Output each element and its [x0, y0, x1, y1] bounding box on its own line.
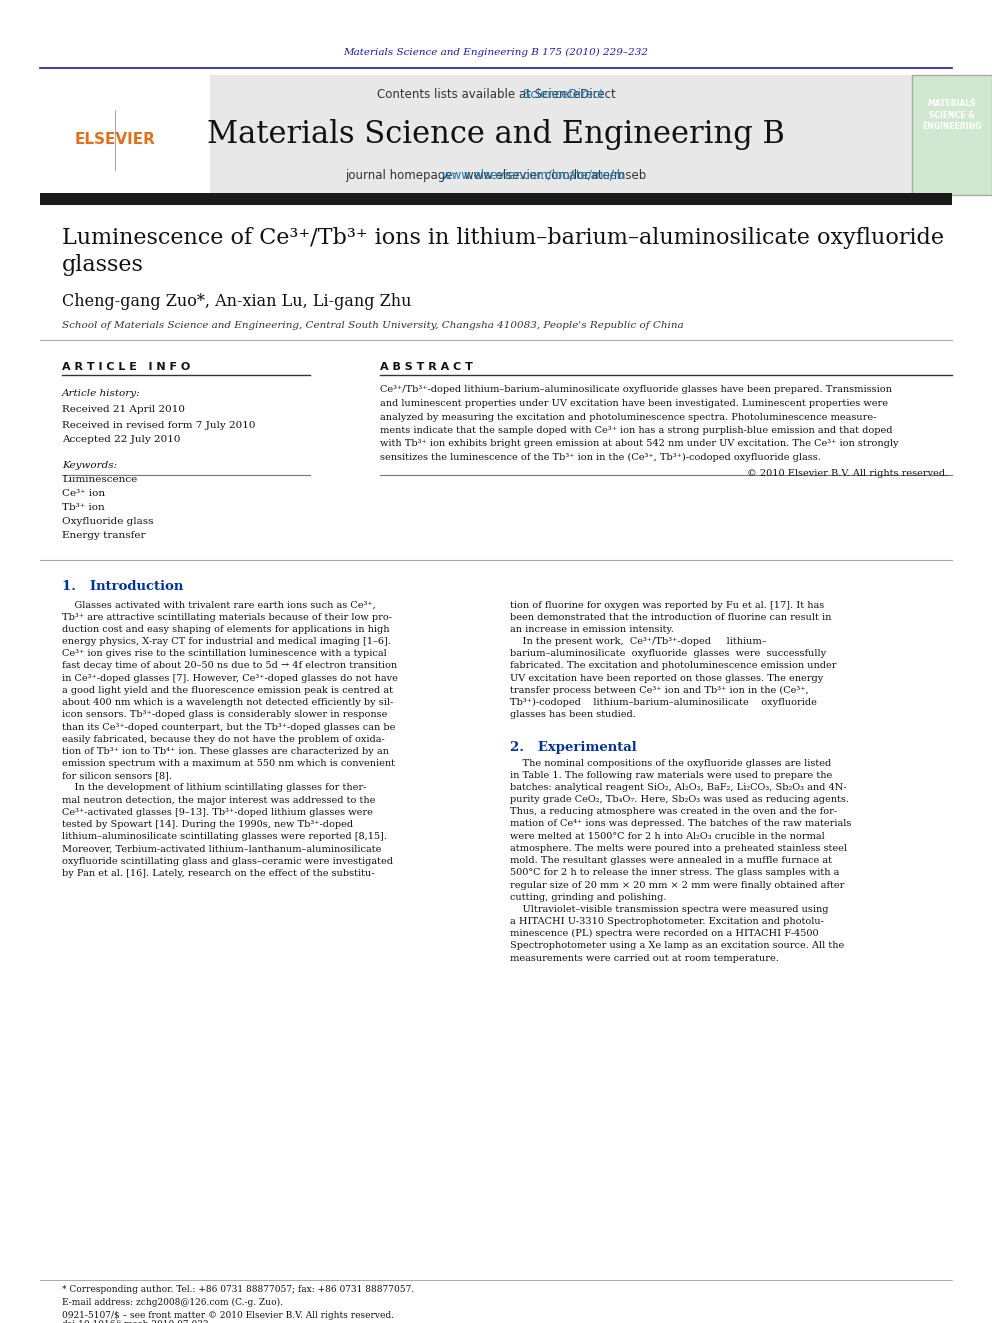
Text: ScienceDirect: ScienceDirect	[388, 89, 604, 102]
Text: measurements were carried out at room temperature.: measurements were carried out at room te…	[510, 954, 779, 963]
Text: Tb³⁺)-codoped    lithium–barium–aluminosilicate    oxyfluoride: Tb³⁺)-codoped lithium–barium–aluminosili…	[510, 699, 816, 708]
Text: Materials Science and Engineering B: Materials Science and Engineering B	[207, 119, 785, 151]
Text: 1.   Introduction: 1. Introduction	[62, 579, 184, 593]
Text: by Pan et al. [16]. Lately, research on the effect of the substitu-: by Pan et al. [16]. Lately, research on …	[62, 869, 375, 878]
Text: In the development of lithium scintillating glasses for ther-: In the development of lithium scintillat…	[62, 783, 366, 792]
Text: for silicon sensors [8].: for silicon sensors [8].	[62, 771, 172, 781]
Text: mation of Ce⁴⁺ ions was depressed. The batches of the raw materials: mation of Ce⁴⁺ ions was depressed. The b…	[510, 819, 851, 828]
Text: tested by Spowart [14]. During the 1990s, new Tb³⁺-doped: tested by Spowart [14]. During the 1990s…	[62, 820, 353, 830]
Text: and luminescent properties under UV excitation have been investigated. Luminesce: and luminescent properties under UV exci…	[380, 400, 888, 407]
Text: Ce³⁺-activated glasses [9–13]. Tb³⁺-doped lithium glasses were: Ce³⁺-activated glasses [9–13]. Tb³⁺-dope…	[62, 808, 373, 816]
Text: Received 21 April 2010: Received 21 April 2010	[62, 406, 185, 414]
Text: Accepted 22 July 2010: Accepted 22 July 2010	[62, 435, 181, 445]
Text: journal homepage:  www.elsevier.com/locate/mseb: journal homepage: www.elsevier.com/locat…	[345, 168, 647, 181]
Text: fast decay time of about 20–50 ns due to 5d → 4f electron transition: fast decay time of about 20–50 ns due to…	[62, 662, 397, 671]
FancyBboxPatch shape	[912, 75, 992, 194]
Text: UV excitation have been reported on those glasses. The energy: UV excitation have been reported on thos…	[510, 673, 823, 683]
Text: School of Materials Science and Engineering, Central South University, Changsha : School of Materials Science and Engineer…	[62, 320, 683, 329]
Text: purity grade CeO₂, Tb₄O₇. Here, Sb₂O₃ was used as reducing agents.: purity grade CeO₂, Tb₄O₇. Here, Sb₂O₃ wa…	[510, 795, 849, 804]
Text: Contents lists available at ScienceDirect: Contents lists available at ScienceDirec…	[377, 89, 615, 102]
Text: in Table 1. The following raw materials were used to prepare the: in Table 1. The following raw materials …	[510, 771, 832, 779]
Text: fabricated. The excitation and photoluminescence emission under: fabricated. The excitation and photolumi…	[510, 662, 836, 671]
Text: in Ce³⁺-doped glasses [7]. However, Ce³⁺-doped glasses do not have: in Ce³⁺-doped glasses [7]. However, Ce³⁺…	[62, 673, 398, 683]
FancyBboxPatch shape	[40, 75, 952, 194]
Text: duction cost and easy shaping of elements for applications in high: duction cost and easy shaping of element…	[62, 624, 390, 634]
Text: * Corresponding author. Tel.: +86 0731 88877057; fax: +86 0731 88877057.: * Corresponding author. Tel.: +86 0731 8…	[62, 1286, 415, 1294]
Text: Materials Science and Engineering B 175 (2010) 229–232: Materials Science and Engineering B 175 …	[343, 48, 649, 57]
Text: Luminescence of Ce³⁺/Tb³⁺ ions in lithium–barium–aluminosilicate oxyfluoride: Luminescence of Ce³⁺/Tb³⁺ ions in lithiu…	[62, 228, 944, 249]
Text: 500°C for 2 h to release the inner stress. The glass samples with a: 500°C for 2 h to release the inner stres…	[510, 868, 839, 877]
Text: In the present work,  Ce³⁺/Tb³⁺-doped     lithium–: In the present work, Ce³⁺/Tb³⁺-doped lit…	[510, 638, 767, 646]
Text: regular size of 20 mm × 20 mm × 2 mm were finally obtained after: regular size of 20 mm × 20 mm × 2 mm wer…	[510, 881, 844, 889]
Text: analyzed by measuring the excitation and photoluminescence spectra. Photolumines: analyzed by measuring the excitation and…	[380, 413, 876, 422]
Text: Keywords:: Keywords:	[62, 460, 117, 470]
Text: barium–aluminosilicate  oxyfluoride  glasses  were  successfully: barium–aluminosilicate oxyfluoride glass…	[510, 650, 826, 659]
Text: 0921-5107/$ – see front matter © 2010 Elsevier B.V. All rights reserved.: 0921-5107/$ – see front matter © 2010 El…	[62, 1311, 394, 1319]
Text: A B S T R A C T: A B S T R A C T	[380, 363, 473, 372]
Text: were melted at 1500°C for 2 h into Al₂O₃ crucible in the normal: were melted at 1500°C for 2 h into Al₂O₃…	[510, 832, 824, 840]
Text: cutting, grinding and polishing.: cutting, grinding and polishing.	[510, 893, 667, 902]
Text: Article history:: Article history:	[62, 389, 141, 397]
Text: Ce³⁺ ion gives rise to the scintillation luminescence with a typical: Ce³⁺ ion gives rise to the scintillation…	[62, 650, 387, 659]
Text: about 400 nm which is a wavelength not detected efficiently by sil-: about 400 nm which is a wavelength not d…	[62, 699, 393, 706]
FancyBboxPatch shape	[40, 75, 210, 194]
FancyBboxPatch shape	[40, 193, 952, 205]
Text: Tb³⁺ are attractive scintillating materials because of their low pro-: Tb³⁺ are attractive scintillating materi…	[62, 613, 392, 622]
Text: Moreover, Terbium-activated lithium–lanthanum–aluminosilicate: Moreover, Terbium-activated lithium–lant…	[62, 844, 381, 853]
Text: glasses has been studied.: glasses has been studied.	[510, 710, 636, 720]
Text: Oxyfluoride glass: Oxyfluoride glass	[62, 517, 154, 527]
Text: been demonstrated that the introduction of fluorine can result in: been demonstrated that the introduction …	[510, 613, 831, 622]
Text: © 2010 Elsevier B.V. All rights reserved.: © 2010 Elsevier B.V. All rights reserved…	[747, 468, 948, 478]
Text: a good light yield and the fluorescence emission peak is centred at: a good light yield and the fluorescence …	[62, 685, 393, 695]
Text: an increase in emission intensity.: an increase in emission intensity.	[510, 624, 674, 634]
Text: sensitizes the luminescence of the Tb³⁺ ion in the (Ce³⁺, Tb³⁺)-codoped oxyfluor: sensitizes the luminescence of the Tb³⁺ …	[380, 452, 820, 462]
Text: Ce³⁺ ion: Ce³⁺ ion	[62, 490, 105, 499]
Text: Tb³⁺ ion: Tb³⁺ ion	[62, 504, 105, 512]
Text: www.elsevier.com/locate/mseb: www.elsevier.com/locate/mseb	[367, 168, 625, 181]
Text: Cheng-gang Zuo*, An-xian Lu, Li-gang Zhu: Cheng-gang Zuo*, An-xian Lu, Li-gang Zhu	[62, 294, 412, 311]
Text: mal neutron detection, the major interest was addressed to the: mal neutron detection, the major interes…	[62, 795, 375, 804]
Text: The nominal compositions of the oxyfluoride glasses are listed: The nominal compositions of the oxyfluor…	[510, 758, 831, 767]
Text: easily fabricated, because they do not have the problem of oxida-: easily fabricated, because they do not h…	[62, 734, 385, 744]
Text: ELSEVIER: ELSEVIER	[74, 132, 156, 147]
Text: Thus, a reducing atmosphere was created in the oven and the for-: Thus, a reducing atmosphere was created …	[510, 807, 837, 816]
Text: Ce³⁺/Tb³⁺-doped lithium–barium–aluminosilicate oxyfluoride glasses have been pre: Ce³⁺/Tb³⁺-doped lithium–barium–aluminosi…	[380, 385, 892, 394]
Text: ments indicate that the sample doped with Ce³⁺ ion has a strong purplish-blue em: ments indicate that the sample doped wit…	[380, 426, 893, 435]
Text: batches: analytical reagent SiO₂, Al₂O₃, BaF₂, Li₂CO₃, Sb₂O₃ and 4N-: batches: analytical reagent SiO₂, Al₂O₃,…	[510, 783, 846, 792]
Text: tion of fluorine for oxygen was reported by Fu et al. [17]. It has: tion of fluorine for oxygen was reported…	[510, 601, 824, 610]
Text: Luminescence: Luminescence	[62, 475, 137, 484]
Text: Ultraviolet–visible transmission spectra were measured using: Ultraviolet–visible transmission spectra…	[510, 905, 828, 914]
Text: emission spectrum with a maximum at 550 nm which is convenient: emission spectrum with a maximum at 550 …	[62, 759, 395, 769]
Text: 2.   Experimental: 2. Experimental	[510, 741, 637, 754]
Text: a HITACHI U-3310 Spectrophotometer. Excitation and photolu-: a HITACHI U-3310 Spectrophotometer. Exci…	[510, 917, 824, 926]
Text: Spectrophotometer using a Xe lamp as an excitation source. All the: Spectrophotometer using a Xe lamp as an …	[510, 942, 844, 950]
Text: tion of Tb³⁺ ion to Tb⁴⁺ ion. These glasses are characterized by an: tion of Tb³⁺ ion to Tb⁴⁺ ion. These glas…	[62, 747, 389, 755]
Text: Glasses activated with trivalent rare earth ions such as Ce³⁺,: Glasses activated with trivalent rare ea…	[62, 601, 376, 610]
Text: atmosphere. The melts were poured into a preheated stainless steel: atmosphere. The melts were poured into a…	[510, 844, 847, 853]
Text: minescence (PL) spectra were recorded on a HITACHI F-4500: minescence (PL) spectra were recorded on…	[510, 929, 818, 938]
Text: doi:10.1016/j.mseb.2010.07.033: doi:10.1016/j.mseb.2010.07.033	[62, 1320, 209, 1323]
Text: icon sensors. Tb³⁺-doped glass is considerably slower in response: icon sensors. Tb³⁺-doped glass is consid…	[62, 710, 387, 720]
Text: MATERIALS
SCIENCE &
ENGINEERING: MATERIALS SCIENCE & ENGINEERING	[923, 99, 982, 131]
Text: Energy transfer: Energy transfer	[62, 532, 146, 541]
Text: mold. The resultant glasses were annealed in a muffle furnace at: mold. The resultant glasses were anneale…	[510, 856, 832, 865]
Text: Received in revised form 7 July 2010: Received in revised form 7 July 2010	[62, 421, 256, 430]
Text: transfer process between Ce³⁺ ion and Tb³⁺ ion in the (Ce³⁺,: transfer process between Ce³⁺ ion and Tb…	[510, 685, 808, 695]
Text: E-mail address: zchg2008@126.com (C.-g. Zuo).: E-mail address: zchg2008@126.com (C.-g. …	[62, 1298, 283, 1307]
Text: A R T I C L E   I N F O: A R T I C L E I N F O	[62, 363, 190, 372]
Text: oxyfluoride scintillating glass and glass–ceramic were investigated: oxyfluoride scintillating glass and glas…	[62, 857, 393, 865]
Text: lithium–aluminosilicate scintillating glasses were reported [8,15].: lithium–aluminosilicate scintillating gl…	[62, 832, 387, 841]
Text: glasses: glasses	[62, 254, 144, 277]
Text: with Tb³⁺ ion exhibits bright green emission at about 542 nm under UV excitation: with Tb³⁺ ion exhibits bright green emis…	[380, 439, 899, 448]
Text: than its Ce³⁺-doped counterpart, but the Tb³⁺-doped glasses can be: than its Ce³⁺-doped counterpart, but the…	[62, 722, 396, 732]
Text: energy physics, X-ray CT for industrial and medical imaging [1–6].: energy physics, X-ray CT for industrial …	[62, 638, 391, 646]
